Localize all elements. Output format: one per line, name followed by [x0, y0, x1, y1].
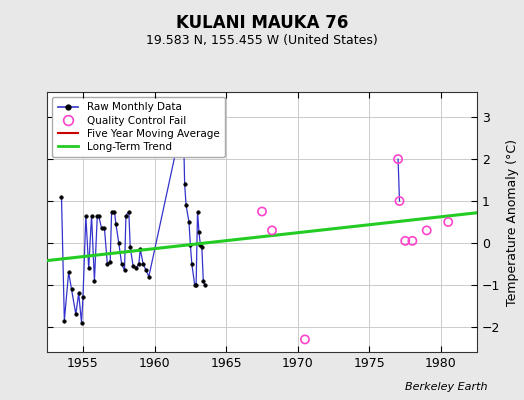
Point [268, 227, 276, 234]
Point [401, 238, 409, 244]
Text: KULANI MAUKA 76: KULANI MAUKA 76 [176, 14, 348, 32]
Point [395, 198, 403, 204]
Y-axis label: Temperature Anomaly (°C): Temperature Anomaly (°C) [506, 138, 519, 306]
Point [301, 336, 309, 343]
Text: 19.583 N, 155.455 W (United States): 19.583 N, 155.455 W (United States) [146, 34, 378, 47]
Point [444, 219, 452, 225]
Point [394, 156, 402, 162]
Point [258, 208, 266, 215]
Text: Berkeley Earth: Berkeley Earth [405, 382, 487, 392]
Legend: Raw Monthly Data, Quality Control Fail, Five Year Moving Average, Long-Term Tren: Raw Monthly Data, Quality Control Fail, … [52, 97, 225, 157]
Point [408, 238, 417, 244]
Point [422, 227, 431, 234]
